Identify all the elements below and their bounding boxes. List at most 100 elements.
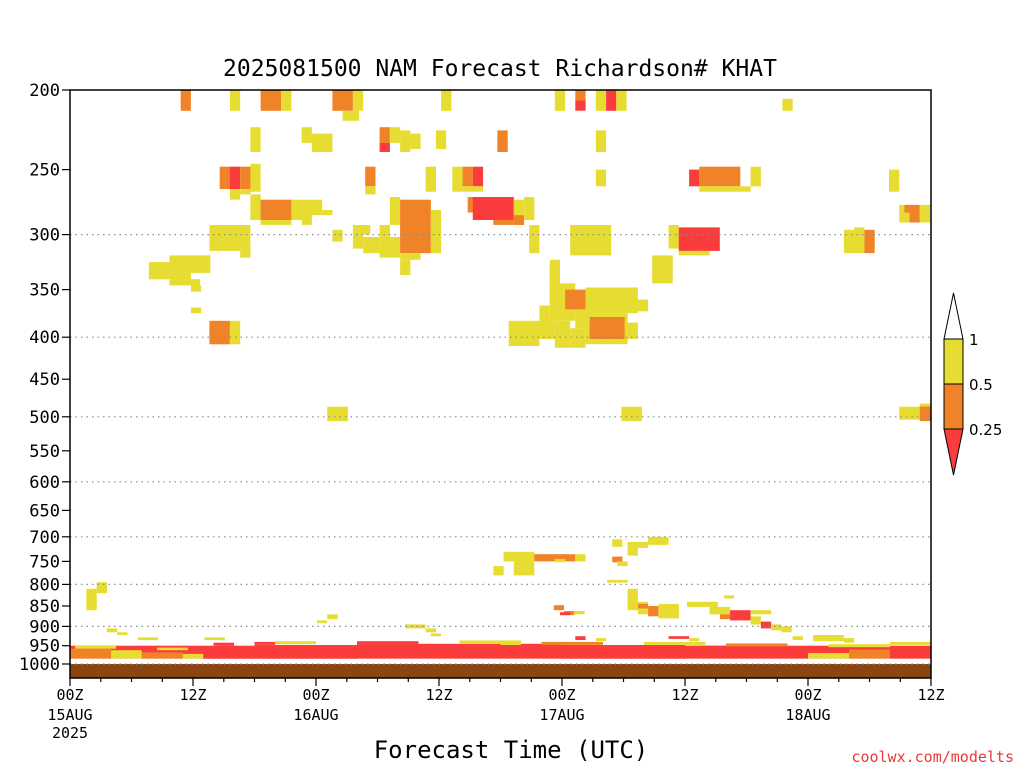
- heatmap-cell: [617, 561, 628, 567]
- heatmap-cell: [400, 199, 431, 237]
- heatmap-cell: [117, 632, 128, 635]
- heatmap-cell: [281, 90, 292, 111]
- heatmap-cell: [919, 405, 931, 422]
- credit-text: coolwx.com/modelts: [851, 748, 1014, 766]
- heatmap-cell: [553, 605, 565, 611]
- heatmap-cell: [899, 406, 920, 420]
- heatmap-cell: [500, 642, 521, 645]
- heatmap-cell: [240, 250, 251, 258]
- x-tick-label: 15AUG: [47, 706, 92, 724]
- heatmap-cell: [854, 227, 865, 235]
- heatmap-cell: [365, 166, 376, 187]
- heatmap-cell: [301, 220, 312, 225]
- heatmap-cell: [435, 130, 447, 149]
- heatmap-cell: [808, 653, 849, 659]
- heatmap-cell: [400, 130, 411, 152]
- heatmap-cell: [430, 237, 442, 254]
- y-tick-label: 550: [29, 442, 60, 462]
- heatmap-cell: [689, 169, 700, 187]
- heatmap-cell: [513, 199, 525, 216]
- heatmap-cell: [813, 635, 844, 642]
- heatmap-cell: [616, 90, 627, 111]
- legend-swatch-above: [943, 292, 964, 340]
- heatmap-cell: [644, 641, 706, 645]
- heatmap-cell: [730, 610, 751, 621]
- heatmap-cell: [430, 210, 442, 237]
- heatmap-cell: [180, 90, 191, 111]
- heatmap-cell: [441, 90, 452, 111]
- heatmap-cell: [311, 199, 323, 216]
- heatmap-cell: [627, 588, 638, 611]
- heatmap-cell: [379, 225, 390, 237]
- heatmap-cell: [585, 287, 638, 314]
- heatmap-cell: [524, 197, 535, 220]
- heatmap-cell: [425, 628, 436, 633]
- heatmap-cell: [311, 133, 333, 153]
- heatmap-cell: [513, 561, 535, 576]
- heatmap-cell: [508, 320, 555, 339]
- heatmap-cell: [723, 595, 735, 599]
- heatmap-cell: [472, 197, 514, 220]
- x-tick-label: 12Z: [179, 686, 206, 704]
- heatmap-cell: [554, 559, 566, 563]
- heatmap-cell: [570, 225, 612, 256]
- heatmap-cell: [379, 142, 390, 152]
- heatmap-cell: [260, 220, 292, 225]
- heatmap-cell: [668, 636, 690, 639]
- y-tick-label: 900: [29, 617, 60, 637]
- heatmap-cell: [658, 603, 679, 619]
- heatmap-cell: [904, 204, 915, 213]
- heatmap-cell: [595, 638, 607, 642]
- heatmap-cell: [575, 636, 586, 640]
- heatmap-cell: [410, 133, 421, 149]
- heatmap-cell: [554, 90, 566, 111]
- x-tick-label: 00Z: [794, 686, 821, 704]
- heatmap-cell: [843, 638, 855, 643]
- heatmap-cell: [899, 204, 910, 223]
- heatmap-cell: [890, 641, 931, 645]
- heatmap-cell: [472, 166, 484, 187]
- heatmap-cell: [575, 309, 586, 329]
- heatmap-cell: [137, 637, 159, 641]
- y-tick-label: 950: [29, 637, 60, 657]
- heatmap-cell: [332, 229, 343, 242]
- heatmap-cell: [709, 606, 731, 615]
- heatmap-cell: [229, 166, 241, 189]
- heatmap-cell: [260, 90, 282, 111]
- heatmap-cell: [767, 650, 808, 659]
- heatmap-cell: [182, 653, 204, 659]
- heatmap-cell: [400, 259, 411, 275]
- heatmap-cell: [111, 650, 142, 659]
- heatmap-cell: [106, 628, 118, 633]
- y-tick-label: 700: [29, 528, 60, 548]
- heatmap-cell: [890, 647, 931, 659]
- heatmap-cell: [379, 127, 390, 143]
- heatmap-cell: [379, 237, 401, 258]
- heatmap-cell: [389, 197, 401, 225]
- heatmap-cell: [229, 189, 241, 200]
- heatmap-cell: [699, 186, 751, 192]
- heatmap-cell: [589, 317, 625, 339]
- y-axis: 200 250 300 350 400 450 500 550 600 650 700 750 8008…: [19, 81, 70, 675]
- heatmap-cell: [554, 320, 571, 348]
- plot-frame: [69, 89, 932, 679]
- x-tick-label: 00Z: [56, 686, 83, 704]
- heatmap-cell: [760, 621, 772, 629]
- heatmap-cell: [342, 110, 360, 121]
- heatmap-cell: [508, 339, 540, 346]
- heatmap-cell: [864, 229, 875, 254]
- heatmap-cell: [781, 626, 792, 633]
- chart-title: 2025081500 NAM Forecast Richardson# KHAT: [223, 56, 777, 82]
- heatmap-cell: [229, 320, 241, 345]
- legend-label: 0.5: [969, 376, 993, 394]
- heatmap-cell: [503, 551, 535, 562]
- heatmap-cell: [534, 554, 576, 562]
- heatmap-cell: [70, 648, 111, 659]
- heatmap-cell: [685, 645, 767, 659]
- heatmap-cell: [240, 189, 251, 195]
- legend-swatch-lt05: [943, 383, 964, 430]
- heatmap-cell: [209, 320, 230, 345]
- heatmap-cell: [726, 643, 788, 647]
